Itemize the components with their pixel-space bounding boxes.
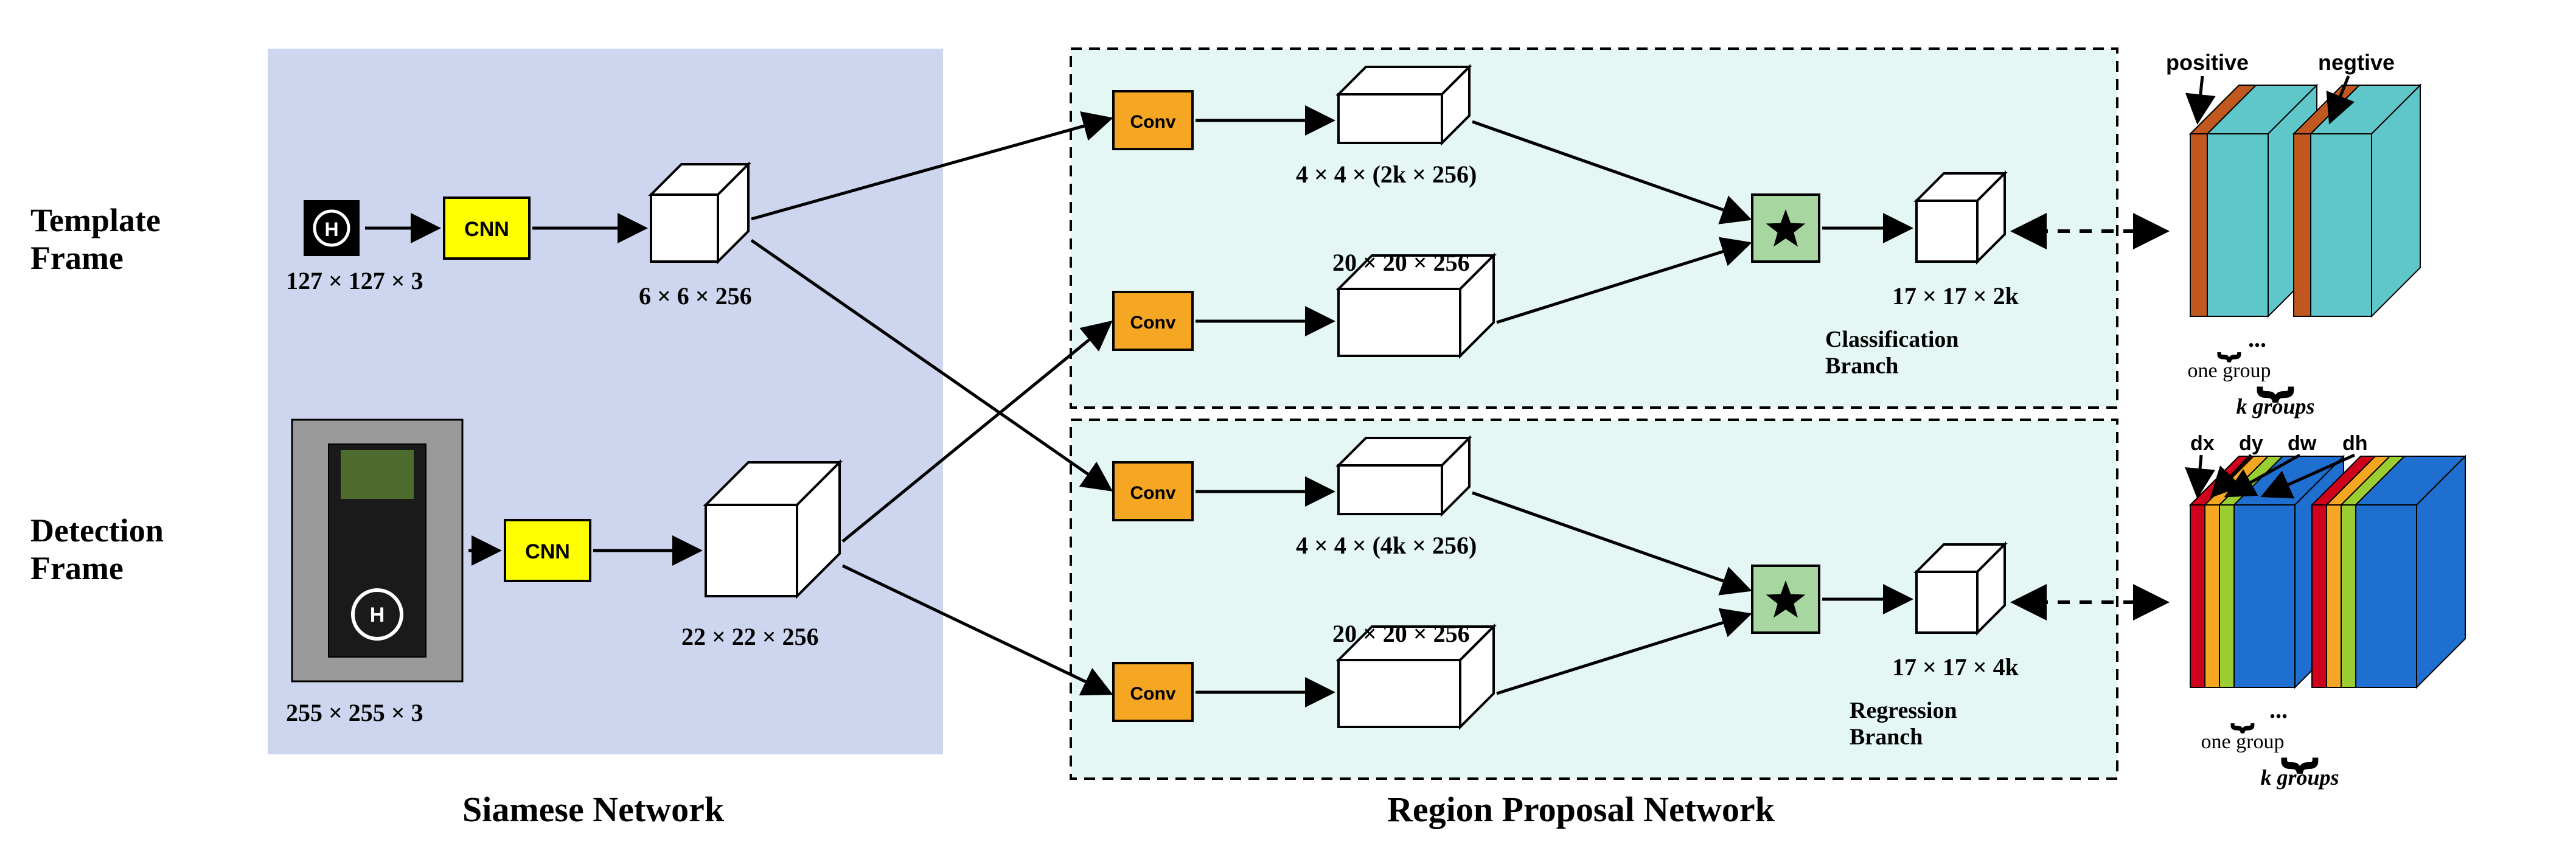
svg-text:H: H xyxy=(370,603,385,627)
svg-text:Conv: Conv xyxy=(1130,112,1176,132)
svg-text:Region Proposal Network: Region Proposal Network xyxy=(1387,790,1775,829)
svg-text:one group: one group xyxy=(2201,731,2285,753)
svg-text:positive: positive xyxy=(2166,50,2249,75)
svg-text:Conv: Conv xyxy=(1130,684,1176,704)
svg-text:k groups: k groups xyxy=(2236,394,2314,419)
svg-text:CNN: CNN xyxy=(464,218,509,241)
svg-text:negtive: negtive xyxy=(2318,50,2395,75)
svg-text:dx: dx xyxy=(2190,432,2215,455)
svg-text:22 × 22 × 256: 22 × 22 × 256 xyxy=(681,623,819,650)
svg-text:⏟: ⏟ xyxy=(2281,700,2319,774)
svg-text:H: H xyxy=(324,218,338,240)
svg-text:DetectionFrame: DetectionFrame xyxy=(30,512,164,586)
svg-text:Conv: Conv xyxy=(1130,483,1176,503)
svg-text:4 × 4 × (4k × 256): 4 × 4 × (4k × 256) xyxy=(1296,532,1477,559)
svg-text:dy: dy xyxy=(2239,432,2263,455)
svg-text:17 × 17 × 4k: 17 × 17 × 4k xyxy=(1892,653,2019,681)
svg-text:4 × 4 × (2k × 256): 4 × 4 × (2k × 256) xyxy=(1296,161,1477,188)
svg-text:TemplateFrame: TemplateFrame xyxy=(30,202,161,276)
svg-text:17 × 17 × 2k: 17 × 17 × 2k xyxy=(1892,282,2019,310)
svg-text:Siamese Network: Siamese Network xyxy=(462,790,725,829)
svg-text:20 × 20 × 256: 20 × 20 × 256 xyxy=(1332,249,1470,276)
svg-text:20 × 20 × 256: 20 × 20 × 256 xyxy=(1332,620,1470,647)
svg-text:255 × 255 × 3: 255 × 255 × 3 xyxy=(286,699,423,726)
svg-text:dw: dw xyxy=(2288,432,2317,455)
svg-text:⏟: ⏟ xyxy=(2230,686,2255,734)
svg-text:⏟: ⏟ xyxy=(2217,315,2241,363)
svg-text:Conv: Conv xyxy=(1130,313,1176,333)
svg-text:127 × 127 × 3: 127 × 127 × 3 xyxy=(286,267,423,294)
svg-text:CNN: CNN xyxy=(525,540,570,563)
svg-text:dh: dh xyxy=(2342,432,2368,455)
svg-text:⏟: ⏟ xyxy=(2257,329,2294,403)
svg-text:6 × 6 × 256: 6 × 6 × 256 xyxy=(639,282,752,310)
svg-text:k groups: k groups xyxy=(2260,765,2339,790)
